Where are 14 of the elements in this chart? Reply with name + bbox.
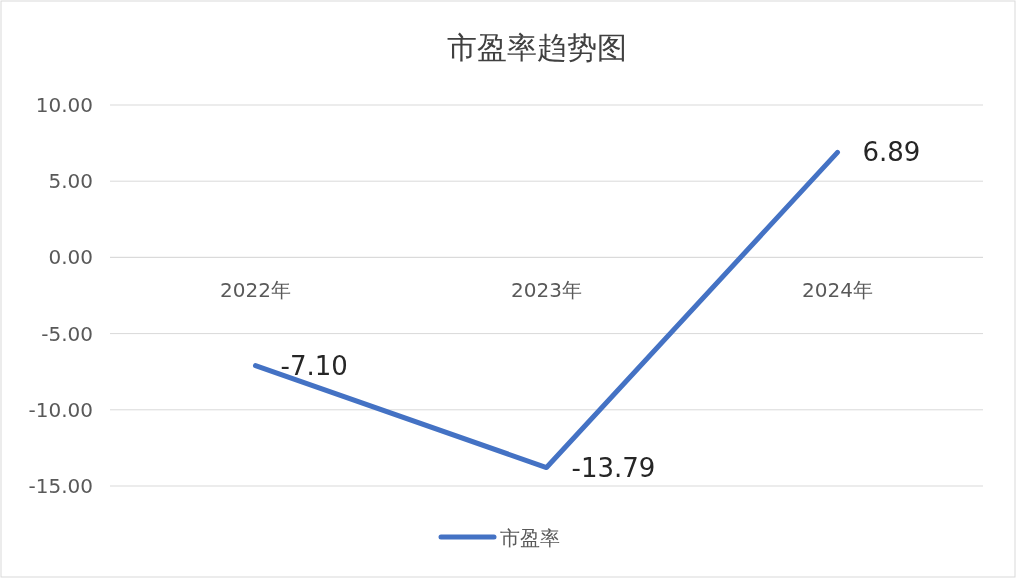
- y-tick-label: -15.00: [28, 474, 93, 498]
- data-label: 6.89: [862, 137, 921, 168]
- y-tick-label: 5.00: [48, 169, 93, 194]
- x-tick-label: 2022年: [220, 278, 291, 303]
- x-tick-label: 2024年: [802, 278, 873, 303]
- y-tick-label: -10.00: [28, 397, 93, 422]
- y-tick-label: 10.00: [35, 93, 93, 117]
- x-tick-label: 2023年: [511, 278, 582, 303]
- y-tick-label: -5.00: [41, 321, 93, 346]
- legend-label: 市盈率: [500, 526, 560, 550]
- y-tick-label: 0.00: [48, 245, 93, 270]
- chart-title: 市盈率趋势图: [446, 30, 627, 65]
- data-label: -7.10: [280, 350, 348, 381]
- data-label: -13.79: [571, 452, 656, 483]
